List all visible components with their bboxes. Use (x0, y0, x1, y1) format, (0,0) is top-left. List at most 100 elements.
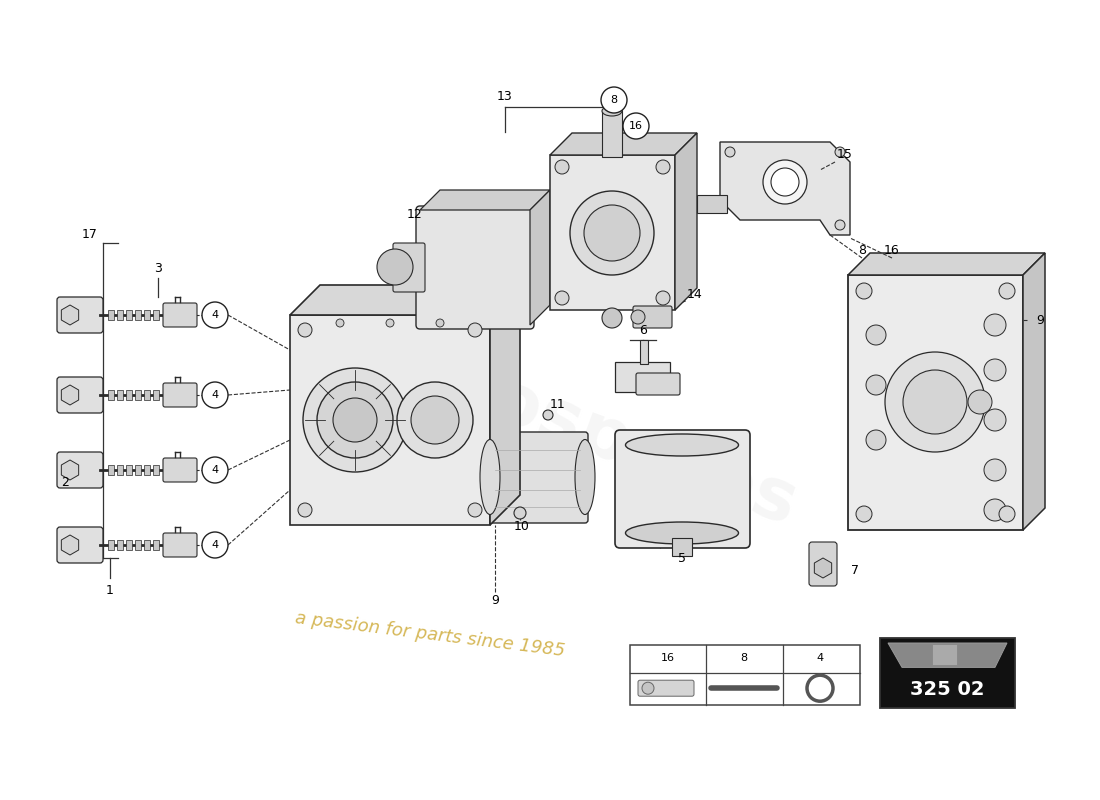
Polygon shape (135, 310, 141, 320)
Polygon shape (117, 390, 123, 400)
Circle shape (866, 430, 886, 450)
Text: 14: 14 (688, 289, 703, 302)
Polygon shape (126, 540, 132, 550)
FancyBboxPatch shape (632, 306, 672, 328)
Circle shape (317, 382, 393, 458)
Circle shape (984, 409, 1006, 431)
Circle shape (999, 506, 1015, 522)
Text: 8: 8 (858, 243, 866, 257)
Circle shape (656, 291, 670, 305)
Polygon shape (144, 540, 150, 550)
Circle shape (999, 283, 1015, 299)
Polygon shape (144, 465, 150, 475)
Ellipse shape (575, 439, 595, 514)
FancyBboxPatch shape (636, 373, 680, 395)
Polygon shape (153, 465, 159, 475)
Bar (602, 110, 621, 157)
Circle shape (377, 249, 412, 285)
FancyBboxPatch shape (550, 155, 675, 310)
Text: 17: 17 (82, 229, 98, 242)
Circle shape (556, 291, 569, 305)
Text: 8: 8 (740, 653, 748, 663)
Circle shape (886, 352, 984, 452)
Circle shape (336, 319, 344, 327)
Circle shape (386, 319, 394, 327)
Polygon shape (290, 315, 490, 525)
Circle shape (856, 506, 872, 522)
Text: 10: 10 (514, 521, 530, 534)
Polygon shape (550, 133, 697, 155)
FancyBboxPatch shape (638, 680, 694, 696)
Ellipse shape (626, 522, 738, 544)
Text: 325 02: 325 02 (910, 680, 984, 698)
Text: 16: 16 (661, 653, 675, 663)
Circle shape (984, 314, 1006, 336)
Circle shape (556, 160, 569, 174)
Polygon shape (108, 465, 114, 475)
FancyBboxPatch shape (615, 430, 750, 548)
Polygon shape (1023, 253, 1045, 530)
Circle shape (631, 310, 645, 324)
FancyBboxPatch shape (57, 297, 103, 333)
FancyBboxPatch shape (808, 542, 837, 586)
Circle shape (333, 398, 377, 442)
FancyBboxPatch shape (848, 275, 1023, 530)
Circle shape (835, 220, 845, 230)
FancyBboxPatch shape (163, 383, 197, 407)
Polygon shape (153, 540, 159, 550)
Polygon shape (108, 390, 114, 400)
FancyBboxPatch shape (630, 645, 860, 705)
Polygon shape (530, 190, 550, 325)
Polygon shape (135, 465, 141, 475)
Circle shape (835, 147, 845, 157)
Polygon shape (126, 465, 132, 475)
Circle shape (397, 382, 473, 458)
FancyBboxPatch shape (163, 533, 197, 557)
Circle shape (514, 507, 526, 519)
FancyBboxPatch shape (57, 452, 103, 488)
Circle shape (725, 147, 735, 157)
Circle shape (771, 168, 799, 196)
Circle shape (584, 205, 640, 261)
Polygon shape (135, 390, 141, 400)
Polygon shape (135, 540, 141, 550)
Text: a passion for parts since 1985: a passion for parts since 1985 (294, 610, 566, 661)
Text: 8: 8 (610, 95, 617, 105)
Polygon shape (848, 253, 1045, 275)
Circle shape (468, 323, 482, 337)
FancyBboxPatch shape (487, 432, 588, 523)
Bar (697, 195, 727, 213)
Polygon shape (117, 310, 123, 320)
Polygon shape (720, 142, 850, 235)
Polygon shape (932, 644, 957, 665)
FancyBboxPatch shape (57, 527, 103, 563)
Circle shape (866, 375, 886, 395)
Text: 4: 4 (211, 310, 219, 320)
Polygon shape (117, 540, 123, 550)
Circle shape (570, 191, 654, 275)
Circle shape (656, 160, 670, 174)
Circle shape (202, 302, 228, 328)
Text: 9: 9 (1036, 314, 1044, 326)
FancyBboxPatch shape (163, 303, 197, 327)
Polygon shape (144, 390, 150, 400)
Text: 7: 7 (851, 563, 859, 577)
Circle shape (411, 396, 459, 444)
Polygon shape (126, 310, 132, 320)
Circle shape (968, 390, 992, 414)
Polygon shape (888, 643, 1006, 667)
Text: 4: 4 (211, 540, 219, 550)
Polygon shape (126, 390, 132, 400)
Text: 4: 4 (211, 390, 219, 400)
Circle shape (903, 370, 967, 434)
FancyBboxPatch shape (57, 377, 103, 413)
Text: 3: 3 (154, 262, 162, 274)
Polygon shape (675, 133, 697, 310)
Text: 4: 4 (211, 465, 219, 475)
FancyBboxPatch shape (163, 458, 197, 482)
Circle shape (984, 499, 1006, 521)
Polygon shape (153, 390, 159, 400)
Polygon shape (290, 285, 520, 315)
Polygon shape (108, 310, 114, 320)
Ellipse shape (626, 434, 738, 456)
